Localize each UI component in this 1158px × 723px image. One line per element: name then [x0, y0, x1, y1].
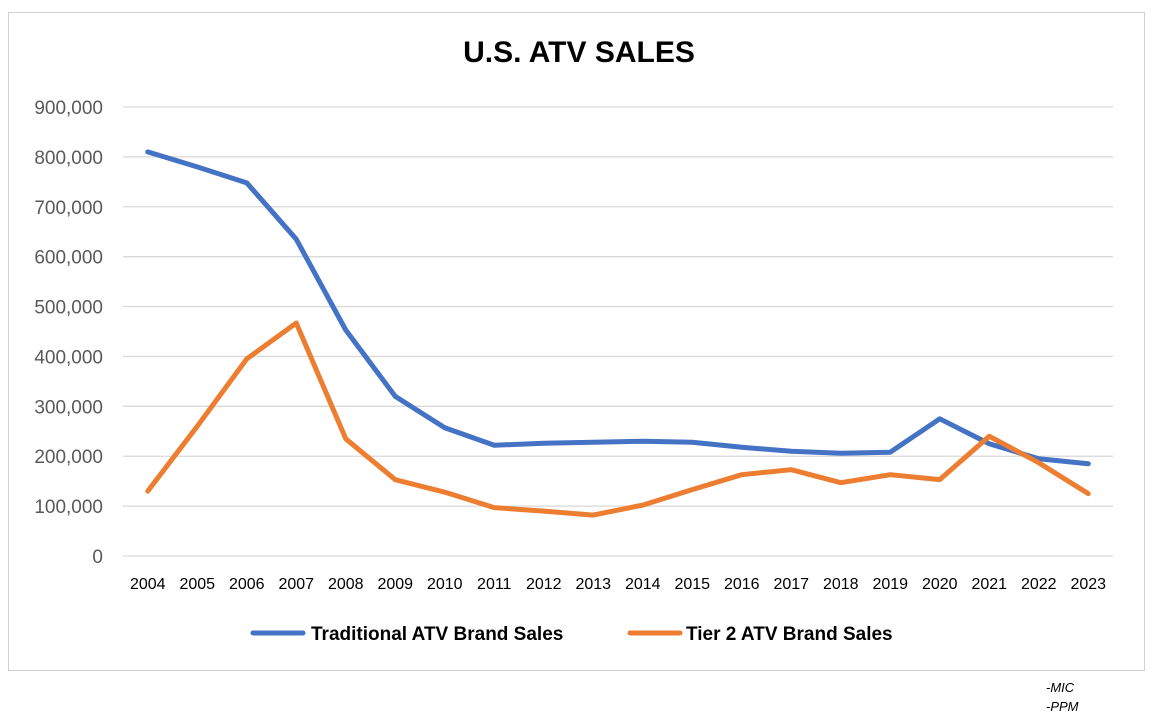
x-tick-label: 2007 — [278, 576, 314, 593]
x-tick-label: 2012 — [526, 576, 562, 593]
x-tick-label: 2016 — [724, 576, 760, 593]
x-tick-label: 2021 — [971, 576, 1007, 593]
y-tick-label: 600,000 — [34, 248, 103, 269]
y-tick-label: 400,000 — [34, 347, 103, 368]
x-tick-label: 2015 — [674, 576, 710, 593]
x-tick-label: 2009 — [377, 576, 413, 593]
x-tick-label: 2011 — [477, 576, 512, 593]
x-tick-label: 2006 — [229, 576, 265, 593]
x-tick-label: 2008 — [328, 576, 364, 593]
x-tick-label: 2020 — [922, 576, 958, 593]
x-tick-label: 2014 — [625, 576, 661, 593]
x-tick-label: 2019 — [872, 576, 908, 593]
y-tick-label: 300,000 — [34, 397, 103, 418]
x-tick-label: 2004 — [130, 576, 166, 593]
y-tick-label: 200,000 — [34, 447, 103, 468]
series-line-traditional — [145, 149, 1091, 467]
x-tick-label: 2005 — [179, 576, 215, 593]
x-tick-label: 2022 — [1021, 576, 1057, 593]
chart-title: U.S. ATV SALES — [463, 36, 695, 69]
y-tick-label: 100,000 — [34, 497, 103, 518]
series-line-tier2 — [145, 320, 1091, 518]
x-tick-label: 2010 — [427, 576, 463, 593]
x-tick-label: 2018 — [823, 576, 859, 593]
y-tick-label: 500,000 — [34, 298, 103, 319]
footer-credit-1: -MIC — [1046, 680, 1075, 695]
x-tick-label: 2013 — [575, 576, 611, 593]
footer-credit-2: -PPM — [1046, 699, 1079, 714]
legend-label: Traditional ATV Brand Sales — [311, 624, 563, 645]
chart-frame — [8, 12, 1145, 671]
x-tick-label: 2023 — [1070, 576, 1106, 593]
y-tick-label: 800,000 — [34, 148, 103, 169]
y-tick-label: 700,000 — [34, 198, 103, 219]
y-tick-label: 900,000 — [34, 98, 103, 119]
x-tick-label: 2017 — [773, 576, 809, 593]
legend-label: Tier 2 ATV Brand Sales — [686, 624, 893, 645]
y-tick-label: 0 — [92, 547, 103, 568]
